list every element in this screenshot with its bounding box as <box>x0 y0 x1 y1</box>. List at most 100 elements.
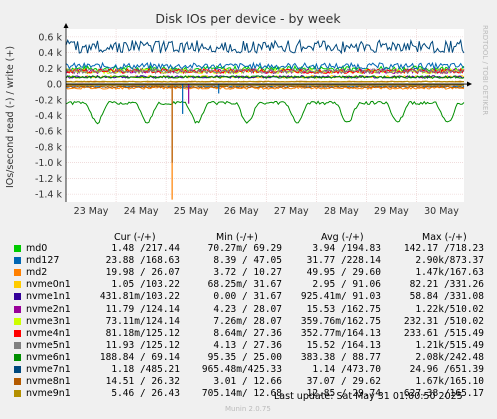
legend-name-nvme0n1: nvme0n1 <box>26 279 71 291</box>
legend-max-nvme4n1: 233.61 /515.49 <box>403 327 484 339</box>
legend-max-nvme2n1: 1.22k/510.02 <box>415 303 484 315</box>
series-line-read-nvme9n1 <box>66 84 464 86</box>
footer-munin: Munin 2.0.75 <box>225 405 271 413</box>
legend-min-nvme8n1: 3.01 / 12.66 <box>213 376 282 388</box>
legend-max-nvme8n1: 1.67k/165.10 <box>415 376 484 388</box>
legend-cur-nvme7n1: 1.18 /485.21 <box>111 364 180 375</box>
series-line-read-nvme6n1 <box>65 100 465 125</box>
legend-max-nvme5n1: 1.21k/515.49 <box>415 339 484 351</box>
legend-min-nvme6n1: 95.35 / 25.00 <box>207 351 282 363</box>
legend-swatch-nvme1n1 <box>14 293 21 301</box>
axes <box>63 23 472 202</box>
legend-name-nvme1n1: nvme1n1 <box>26 291 71 303</box>
legend-header-cur: Cur (-/+) <box>114 232 156 243</box>
y-tick-label: -1.4 k <box>35 190 63 201</box>
legend-avg-md2: 49.95 / 29.60 <box>306 267 381 279</box>
legend-avg-md127: 31.77 /228.14 <box>306 255 381 267</box>
legend-avg-nvme4n1: 352.77m/164.13 <box>300 327 381 339</box>
legend-name-nvme8n1: nvme8n1 <box>26 376 71 388</box>
legend-name-nvme2n1: nvme2n1 <box>26 303 71 315</box>
y-tick-label: 0.2 k <box>38 64 62 75</box>
x-tick-label: 26 May <box>224 206 259 217</box>
legend-min-md0: 70.27m/ 69.29 <box>207 243 282 254</box>
series-line-write-nvme4n1 <box>65 67 465 75</box>
x-tick-label: 27 May <box>274 206 309 217</box>
legend-cur-nvme8n1: 14.51 / 26.32 <box>105 376 180 388</box>
legend-avg-nvme9n1: 12.85 / 29.74 <box>306 388 381 400</box>
y-tick-label: 0.6 k <box>38 32 62 43</box>
legend-avg-nvme8n1: 37.07 / 29.62 <box>306 376 381 388</box>
watermark: RRDTOOL / TOBI OETIKER <box>481 25 489 115</box>
legend-name-md2: md2 <box>26 267 48 279</box>
legend-name-nvme5n1: nvme5n1 <box>26 339 71 351</box>
last-update: Last update: Sat May 31 01:00:50 2025 <box>274 391 463 402</box>
x-tick-label: 23 May <box>74 206 109 217</box>
legend-swatch-nvme7n1 <box>14 366 21 373</box>
legend-cur-md0: 1.48 /217.44 <box>111 243 180 254</box>
legend-min-md127: 8.39 / 47.05 <box>213 255 282 267</box>
legend-avg-nvme6n1: 383.38 / 88.77 <box>300 351 381 363</box>
legend-swatch-nvme5n1 <box>14 341 21 349</box>
legend-min-md2: 3.72 / 10.27 <box>213 267 282 279</box>
legend-cur-nvme4n1: 81.18m/125.12 <box>105 327 180 339</box>
series-line-write-nvme5n1 <box>65 67 465 75</box>
legend-swatch-md0 <box>14 245 21 252</box>
legend-swatch-nvme2n1 <box>14 305 21 313</box>
legend-swatch-nvme9n1 <box>14 390 21 398</box>
legend-min-nvme1n1: 0.00 / 31.67 <box>213 291 282 303</box>
y-axis-arrow <box>63 23 69 28</box>
legend-swatch-md2 <box>14 269 21 277</box>
legend-swatch-nvme3n1 <box>14 317 21 325</box>
legend-avg-nvme3n1: 359.76m/162.75 <box>300 315 381 327</box>
y-tick-label: -0.6 k <box>35 127 63 138</box>
x-tick-label: 25 May <box>174 206 209 217</box>
legend-avg-nvme0n1: 2.95 / 91.06 <box>312 279 381 291</box>
legend-name-nvme9n1: nvme9n1 <box>26 388 71 400</box>
legend-name-md127: md127 <box>26 255 60 267</box>
legend-cur-nvme2n1: 11.79 /124.14 <box>105 303 180 315</box>
chart-title: Disk IOs per device - by week <box>155 11 341 26</box>
legend-avg-nvme7n1: 1.14 /473.70 <box>312 364 381 375</box>
legend-name-md0: md0 <box>26 243 48 254</box>
legend-max-md2: 1.47k/167.63 <box>415 267 484 279</box>
legend-avg-nvme1n1: 925.41m/ 91.03 <box>300 291 381 303</box>
x-tick-labels: 23 May 24 May 25 May 26 May 27 May 28 May 29 M… <box>74 206 460 217</box>
legend-header-max: Max (-/+) <box>422 232 467 243</box>
legend-avg-md0: 3.94 /194.83 <box>312 243 381 254</box>
legend-avg-nvme2n1: 15.53 /162.75 <box>306 303 381 315</box>
legend-name-nvme7n1: nvme7n1 <box>26 364 71 375</box>
legend-swatch-md127 <box>14 257 21 265</box>
legend-min-nvme3n1: 7.26m/ 28.07 <box>213 315 282 327</box>
y-tick-label: -1.2 k <box>35 174 63 185</box>
legend-cur-nvme5n1: 11.93 /125.12 <box>105 339 180 351</box>
legend-swatch-nvme4n1 <box>14 329 21 337</box>
y-axis-label: IOs/second read (-) / write (+) <box>5 46 16 188</box>
legend-min-nvme9n1: 705.14m/ 12.68 <box>201 388 282 400</box>
legend-header-min: Min (-/+) <box>216 232 258 243</box>
legend-cur-nvme9n1: 5.46 / 26.43 <box>111 388 180 400</box>
series-line-write-nvme7n1 <box>65 38 465 55</box>
legend-cur-nvme0n1: 1.05 /103.22 <box>111 279 180 291</box>
series-line-read-nvme8n1 <box>65 85 465 89</box>
legend-swatch-nvme8n1 <box>14 378 21 386</box>
y-tick-label: -0.4 k <box>35 111 63 122</box>
series-line-read-md2 <box>65 86 465 90</box>
series-line-write-nvme2n1 <box>65 67 465 75</box>
legend-max-nvme6n1: 2.08k/242.48 <box>415 351 484 363</box>
legend-swatch-nvme6n1 <box>14 353 21 361</box>
legend-max-nvme0n1: 82.21 /331.26 <box>409 279 484 291</box>
legend-max-nvme9n1: 627.38 /165.17 <box>403 388 484 400</box>
x-tick-label: 29 May <box>374 206 409 217</box>
series-line-write-md127 <box>65 61 465 71</box>
y-tick-label: 0.4 k <box>38 48 62 59</box>
y-tick-label: 0.0 <box>47 80 62 91</box>
x-tick-label: 28 May <box>324 206 359 217</box>
legend-avg-nvme5n1: 15.52 /164.13 <box>306 339 381 351</box>
legend-header-avg: Avg (-/+) <box>321 232 364 243</box>
y-tick-label: -0.2 k <box>35 95 63 106</box>
x-axis-arrow <box>467 81 472 87</box>
legend-name-nvme4n1: nvme4n1 <box>26 327 71 339</box>
series-line-write-nvme6n1 <box>65 75 465 80</box>
legend-max-nvme7n1: 24.96 /651.39 <box>409 364 484 375</box>
legend-min-nvme0n1: 68.25m/ 31.67 <box>207 279 282 291</box>
